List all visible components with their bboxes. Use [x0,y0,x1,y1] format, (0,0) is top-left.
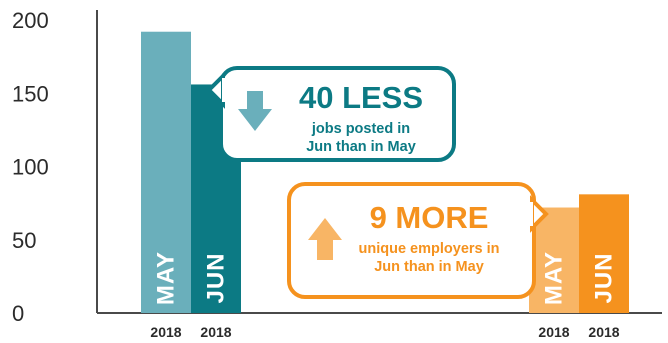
bar-label: JUN [203,252,230,303]
y-tick-label: 150 [12,81,49,106]
callout-pointer-seam [527,202,533,226]
bar-year-label: 2018 [150,324,181,340]
bar-label: MAY [153,251,180,305]
arrow-up-icon [308,218,342,260]
y-tick-label: 100 [12,155,49,180]
bar-label: JUN [591,252,618,303]
callout-text-line1: jobs posted in [311,121,410,137]
y-tick-label: 200 [12,8,49,33]
bar-year-label: 2018 [538,324,569,340]
bar [579,194,629,313]
callout-text-line1: unique employers in [359,241,500,257]
y-tick-label: 50 [12,228,36,253]
callout-box [219,66,456,162]
bars: MAY 2018 JUN 2018 MAY 2018 JUN 2018 [141,31,629,340]
arrow-down-icon [238,91,272,131]
bar [141,31,191,313]
callout-pointer-seam [222,78,228,102]
bar-year-label: 2018 [588,324,619,340]
callout-box [287,182,536,299]
callout-headline: 40 LESS [299,80,423,115]
y-tick-label: 0 [12,301,24,326]
callout-text-line2: Jun than in May [306,139,416,155]
bar-year-label: 2018 [200,324,231,340]
callout-headline: 9 MORE [370,200,489,235]
bar-label: MAY [541,251,568,305]
callouts: 40 LESS jobs posted in Jun than in May 9 MO… [206,66,549,299]
callout-text-line2: Jun than in May [374,259,484,275]
